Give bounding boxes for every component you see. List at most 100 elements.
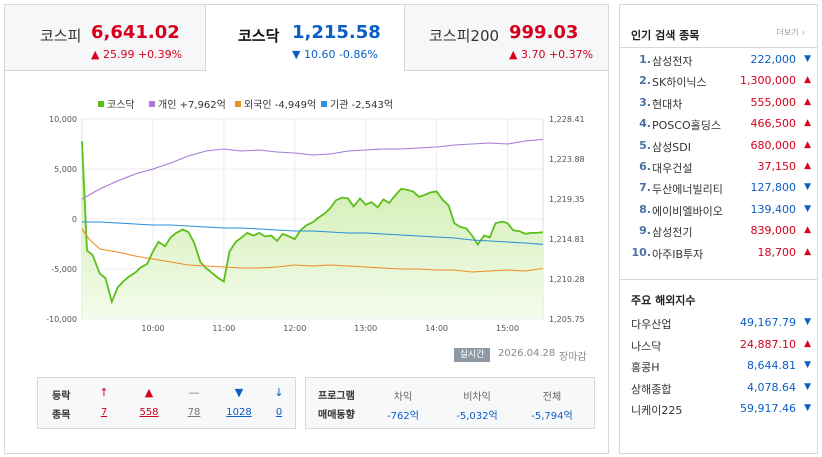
down-arrow-icon: ▼ — [804, 54, 811, 64]
realtime-badge: 실시간 — [454, 348, 490, 362]
popular-item[interactable]: 7. 두산에너빌리티 127,800 ▼ — [631, 181, 811, 202]
stock-price: 18,700 — [757, 245, 797, 259]
x-tick-label: 15:00 — [496, 324, 519, 333]
y-left-tick-label: 5,000 — [54, 165, 77, 174]
down-icon: ▼ — [234, 386, 244, 399]
index-name: 니케이225 — [631, 404, 683, 417]
side-panel: 인기 검색 종목 더보기 › 1. 삼성전자 222,000 ▼ 2. SK하이닉스 1,3… — [619, 4, 818, 454]
popular-item[interactable]: 4. POSCO홀딩스 466,500 ▲ — [631, 117, 811, 138]
index-name: 다우산업 — [631, 318, 672, 331]
index-name: 상해종합 — [631, 382, 672, 396]
legend-label: 개인 +7,962억 — [158, 99, 226, 111]
rank-number: 10. — [631, 245, 652, 259]
arbitrage-head: 차익 — [393, 392, 413, 403]
stock-price: 555,000 — [750, 95, 797, 109]
popular-item[interactable]: 1. 삼성전자 222,000 ▼ — [631, 53, 811, 74]
chevron-right-icon: › — [801, 28, 805, 37]
limit-up-icon: ↑ — [99, 386, 109, 399]
world-index-item[interactable]: 홍콩H 8,644.81 ▼ — [631, 359, 811, 380]
y-right-tick-label: 1,228.41 — [549, 115, 585, 124]
tab-kospi200[interactable]: 코스피200 999.03 ▲ 3.70 +0.37% — [405, 5, 608, 71]
popular-item[interactable]: 6. 대우건설 37,150 ▲ — [631, 160, 811, 181]
limit-down-count[interactable]: 0 — [275, 407, 283, 418]
tab-kosdaq-change: ▼ 10.60 -0.86% — [292, 48, 378, 61]
more-link[interactable]: 더보기 › — [777, 27, 805, 38]
series-line — [82, 221, 544, 245]
up-count[interactable]: 558 — [139, 407, 159, 418]
series-line — [81, 141, 544, 305]
tab-kospi[interactable]: 코스피 6,641.02 ▲ 25.99 +0.39% — [5, 5, 206, 71]
y-right-tick-label: 1,205.75 — [549, 315, 585, 324]
y-left-tick-label: -10,000 — [46, 315, 77, 324]
stock-name: 삼성전기 — [652, 226, 693, 240]
stock-price: 127,800 — [750, 181, 797, 195]
up-arrow-icon: ▲ — [804, 139, 811, 150]
world-index-item[interactable]: 나스닥 24,887.10 ▲ — [631, 338, 811, 359]
breadth-box: 등락 종목 ↑ 7 ▲ 558 — 78 ▼ 1028 ↓ 0 — [37, 377, 296, 429]
kosdaq-area — [82, 141, 543, 319]
tab-kospi-value: 6,641.02 — [91, 22, 180, 43]
legend-swatch — [235, 101, 241, 107]
down-arrow-icon: ▼ — [804, 403, 811, 413]
down-arrow-icon: ▼ — [804, 317, 811, 327]
world-index-item[interactable]: 상해종합 4,078.64 ▼ — [631, 381, 811, 402]
up-arrow-icon: ▲ — [804, 338, 811, 349]
index-tabs: 코스피 6,641.02 ▲ 25.99 +0.39% 코스닥 1,215.58… — [5, 5, 608, 71]
legend-label: 코스닥 — [107, 99, 135, 111]
stock-name: SK하이닉스 — [652, 76, 707, 90]
program-label-2: 매매동향 — [318, 410, 355, 421]
world-index-item[interactable]: 니케이225 59,917.46 ▼ — [631, 402, 811, 423]
rank-number: 3. — [639, 95, 651, 109]
total-head: 전체 — [542, 392, 562, 403]
tab-kospi200-change: ▲ 3.70 +0.37% — [509, 48, 594, 61]
tab-kosdaq-name: 코스닥 — [238, 27, 280, 45]
stock-price: 839,000 — [750, 224, 797, 238]
tab-kospi-name: 코스피 — [40, 27, 82, 45]
unchanged-count[interactable]: 78 — [187, 407, 201, 418]
rank-number: 9. — [639, 224, 651, 238]
limit-up-count[interactable]: 7 — [100, 407, 108, 418]
y-left-tick-label: 10,000 — [49, 115, 77, 124]
stock-price: 1,300,000 — [740, 74, 796, 88]
up-arrow-icon: ▲ — [804, 75, 811, 86]
popular-title: 인기 검색 종목 — [631, 29, 700, 42]
down-arrow-icon: ▼ — [804, 381, 811, 392]
up-arrow-icon: ▲ — [804, 118, 811, 129]
series-line — [81, 138, 544, 200]
market-panel: 코스피 6,641.02 ▲ 25.99 +0.39% 코스닥 1,215.58… — [4, 4, 609, 454]
stock-name: 현대차 — [652, 97, 683, 111]
x-tick-label: 14:00 — [425, 324, 448, 333]
program-trading-box: 프로그램 매매동향 차익 -762억 비차익 -5,032억 전체 -5,794… — [305, 377, 595, 429]
popular-item[interactable]: 5. 삼성SDI 680,000 ▲ — [631, 139, 811, 160]
popular-item[interactable]: 2. SK하이닉스 1,300,000 ▲ — [631, 74, 811, 95]
popular-item[interactable]: 3. 현대차 555,000 ▲ — [631, 96, 811, 117]
down-arrow-icon: ▼ — [804, 182, 811, 193]
popular-item[interactable]: 10. 아주IB투자 18,700 ▲ — [631, 245, 812, 267]
rank-number: 8. — [639, 202, 651, 216]
popular-item[interactable]: 8. 에이비엘바이오 139,400 ▼ — [631, 203, 811, 224]
unchanged-icon: — — [188, 386, 200, 399]
down-count[interactable]: 1028 — [226, 407, 252, 418]
rank-number: 5. — [639, 138, 651, 152]
series-line — [81, 228, 544, 273]
tab-kosdaq[interactable]: 코스닥 1,215.58 ▼ 10.60 -0.86% — [206, 5, 405, 71]
tab-kospi200-name: 코스피200 — [429, 27, 500, 45]
popular-item[interactable]: 9. 삼성전기 839,000 ▲ — [631, 224, 811, 245]
x-tick-label: 11:00 — [212, 324, 235, 333]
non-arbitrage-head: 비차익 — [463, 392, 491, 403]
x-tick-label: 12:00 — [283, 324, 306, 333]
y-right-tick-label: 1,219.35 — [549, 195, 585, 204]
world-index-item[interactable]: 다우산업 49,167.79 ▼ — [631, 316, 811, 337]
limit-down-icon: ↓ — [274, 386, 284, 399]
index-price: 24,887.10 — [740, 337, 796, 351]
index-price: 49,167.79 — [740, 316, 796, 329]
legend-swatch — [321, 101, 327, 107]
breadth-label-2: 종목 — [52, 410, 71, 421]
stock-price: 222,000 — [750, 53, 797, 66]
tab-kospi200-value: 999.03 — [509, 22, 579, 43]
down-arrow-icon: ▼ — [804, 203, 811, 214]
more-label: 더보기 — [776, 28, 799, 37]
index-price: 59,917.46 — [740, 402, 796, 415]
chart-svg: 10,000 5,000 0 -5,000 -10,000 1,228.41 1,223.8… — [46, 99, 585, 333]
legend-swatch — [149, 101, 155, 107]
